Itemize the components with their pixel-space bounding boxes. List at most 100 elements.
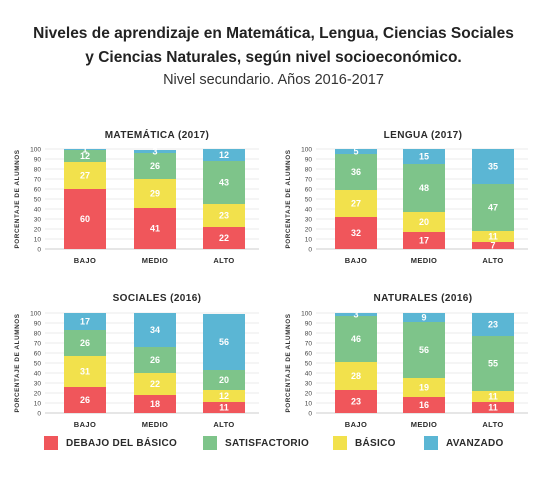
data-label: 9: [421, 313, 426, 323]
y-tick-label: 20: [305, 390, 313, 397]
data-label: 43: [219, 178, 229, 188]
y-axis-label: PORCENTAJE DE ALUMNOS: [285, 149, 292, 248]
y-tick-label: 60: [305, 350, 313, 357]
legend-item-basico: BÁSICO: [333, 436, 396, 450]
bar-segment: [335, 316, 377, 362]
y-axis-label: PORCENTAJE DE ALUMNOS: [14, 149, 21, 248]
bar-segment: [335, 190, 377, 217]
bar-segment: [203, 370, 245, 390]
data-label: 7: [490, 241, 495, 251]
x-tick-label: MEDIO: [411, 256, 438, 265]
data-label: 26: [150, 161, 160, 171]
data-label: 55: [488, 359, 498, 369]
bar-segment: [403, 322, 445, 378]
data-label: 26: [80, 395, 90, 405]
legend-item-debajo: DEBAJO DEL BÁSICO: [44, 436, 177, 450]
legend-label: SATISFACTORIO: [225, 437, 310, 449]
bar-segment: [472, 184, 514, 231]
bar-segment: [64, 189, 106, 249]
bar-segment: [203, 390, 245, 402]
bar-segment: [64, 313, 106, 330]
y-tick-label: 50: [305, 360, 313, 367]
y-tick-label: 80: [34, 330, 42, 337]
bar-segment: [203, 204, 245, 227]
x-tick-label: BAJO: [74, 256, 96, 265]
y-tick-label: 20: [34, 226, 42, 233]
bar-segment: [335, 149, 377, 154]
data-label: 12: [219, 391, 229, 401]
x-tick-label: MEDIO: [142, 256, 169, 265]
data-label: 18: [150, 399, 160, 409]
x-tick-label: MEDIO: [142, 420, 169, 429]
y-tick-label: 0: [37, 410, 41, 417]
data-label: 16: [419, 400, 429, 410]
y-tick-label: 100: [30, 310, 41, 317]
data-label: 60: [80, 214, 90, 224]
bar-segment: [64, 330, 106, 356]
data-label: 36: [351, 167, 361, 177]
y-tick-label: 40: [305, 370, 313, 377]
data-label: 20: [219, 375, 229, 385]
y-tick-label: 0: [308, 410, 312, 417]
y-tick-label: 0: [37, 246, 41, 253]
y-tick-label: 10: [305, 236, 313, 243]
y-tick-label: 90: [34, 156, 42, 163]
data-label: 23: [488, 320, 498, 330]
data-label: 11: [488, 403, 498, 413]
chart-title-line-1: Niveles de aprendizaje en Matemática, Le…: [33, 25, 514, 42]
bar-segment: [403, 149, 445, 164]
y-tick-label: 50: [34, 360, 42, 367]
bar-segment: [335, 154, 377, 190]
y-tick-label: 10: [34, 236, 42, 243]
legend-label: DEBAJO DEL BÁSICO: [66, 437, 178, 449]
x-tick-label: BAJO: [74, 420, 96, 429]
legend-swatch: [333, 436, 347, 450]
bar-segment: [64, 162, 106, 189]
y-tick-label: 70: [34, 176, 42, 183]
data-label: 23: [219, 211, 229, 221]
bar-segment: [472, 149, 514, 184]
y-tick-label: 30: [34, 380, 42, 387]
bar-segment: [472, 402, 514, 413]
y-tick-label: 10: [305, 400, 313, 407]
bar-segment: [335, 362, 377, 390]
bar-segment: [403, 164, 445, 212]
bar-segment: [134, 153, 176, 179]
data-label: 31: [80, 367, 90, 377]
y-tick-label: 80: [305, 330, 313, 337]
y-tick-label: 100: [301, 310, 312, 317]
x-tick-label: MEDIO: [411, 420, 438, 429]
bar-segment: [134, 395, 176, 413]
y-tick-label: 80: [305, 166, 313, 173]
bar-segment: [203, 314, 245, 370]
bar-segment: [134, 347, 176, 373]
y-tick-label: 100: [301, 146, 312, 153]
data-label: 29: [150, 189, 160, 199]
data-label: 32: [351, 228, 361, 238]
y-tick-label: 90: [34, 320, 42, 327]
legend-swatch: [44, 436, 58, 450]
bar-segment: [403, 232, 445, 249]
bar-segment: [134, 179, 176, 208]
y-tick-label: 60: [34, 186, 42, 193]
y-tick-label: 30: [34, 216, 42, 223]
legend-swatch: [424, 436, 438, 450]
bar-segment: [472, 391, 514, 402]
y-tick-label: 0: [308, 246, 312, 253]
bar-segment: [403, 313, 445, 322]
legend-label: AVANZADO: [446, 437, 504, 449]
data-label: 20: [419, 217, 429, 227]
bar-segment: [134, 208, 176, 249]
bar-segment: [403, 397, 445, 413]
bar-segment: [64, 149, 106, 150]
y-tick-label: 90: [305, 320, 313, 327]
data-label: 26: [150, 355, 160, 365]
bar-segment: [472, 231, 514, 242]
y-tick-label: 50: [34, 196, 42, 203]
data-label: 27: [80, 171, 90, 181]
data-label: 3: [152, 147, 157, 157]
y-tick-label: 50: [305, 196, 313, 203]
y-tick-label: 70: [305, 340, 313, 347]
bar-segment: [472, 336, 514, 391]
data-label: 48: [419, 183, 429, 193]
